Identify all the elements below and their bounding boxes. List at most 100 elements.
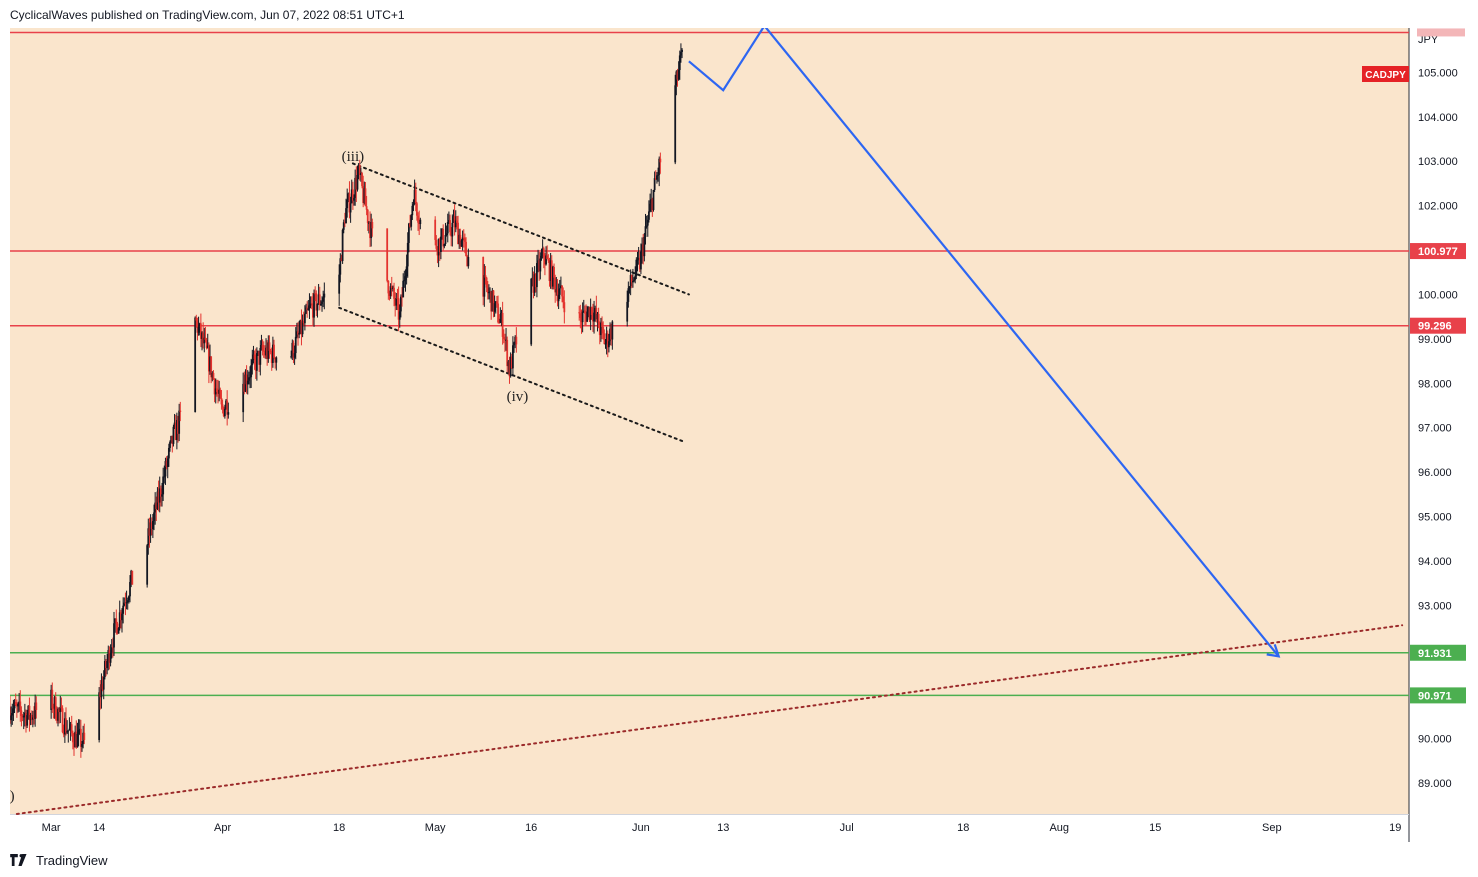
candle-body bbox=[417, 215, 419, 223]
price-tick-label: 98.000 bbox=[1418, 378, 1452, 390]
price-tick-label: 97.000 bbox=[1418, 423, 1452, 435]
price-tick-label: 105.000 bbox=[1418, 67, 1458, 79]
candle-body bbox=[147, 528, 150, 546]
candle-body bbox=[677, 69, 680, 80]
price-tick-label: 102.000 bbox=[1418, 201, 1458, 213]
candle-body bbox=[348, 193, 351, 213]
candle-body bbox=[129, 581, 131, 597]
candle-body bbox=[257, 351, 259, 354]
candle-body bbox=[371, 222, 374, 229]
candle-body bbox=[642, 244, 645, 257]
candle-body bbox=[103, 661, 106, 678]
price-tick-label: 94.000 bbox=[1418, 556, 1452, 568]
candle-body bbox=[449, 220, 451, 233]
candle-body bbox=[594, 308, 597, 313]
candle-body bbox=[305, 307, 307, 314]
level-price-badge bbox=[1410, 687, 1466, 704]
candle-body bbox=[363, 188, 366, 203]
candle-body bbox=[355, 177, 358, 190]
candle-body bbox=[102, 677, 105, 690]
candle-body bbox=[195, 317, 198, 321]
candle-body bbox=[310, 303, 313, 305]
candle-body bbox=[406, 242, 409, 267]
candle-body bbox=[603, 333, 606, 345]
candle-body bbox=[206, 345, 209, 348]
candle-body bbox=[542, 248, 545, 258]
projection-path bbox=[688, 23, 1280, 658]
candle-body bbox=[311, 303, 314, 318]
candle-body bbox=[547, 259, 550, 261]
candle-body bbox=[650, 199, 653, 204]
candle-body bbox=[598, 327, 601, 336]
candle-body bbox=[83, 732, 86, 740]
chart-area[interactable]: (v)(iii)(iv)i) JPY89.00090.00091.00092.0… bbox=[5, 12, 1468, 842]
candle-body bbox=[321, 301, 323, 304]
candle-body bbox=[27, 705, 30, 716]
candle-body bbox=[561, 285, 563, 297]
wave-label: (iii) bbox=[342, 149, 365, 165]
price-tick-label: 89.000 bbox=[1418, 778, 1452, 790]
candle-body bbox=[498, 322, 501, 324]
candle-body bbox=[645, 225, 648, 227]
price-tick-label: 95.000 bbox=[1418, 511, 1452, 523]
candle-body bbox=[116, 623, 119, 634]
candle-body bbox=[510, 356, 513, 369]
candle-body bbox=[534, 274, 537, 288]
candle-body bbox=[579, 313, 582, 318]
candle-body bbox=[21, 715, 24, 718]
candle-body bbox=[346, 199, 349, 209]
candle-body bbox=[630, 275, 633, 283]
level-price-label: 99.296 bbox=[1418, 321, 1452, 333]
candle-body bbox=[52, 708, 55, 710]
level-price-badge bbox=[1410, 243, 1466, 260]
candle-body bbox=[249, 377, 251, 379]
candle-body bbox=[585, 313, 587, 322]
candle-body bbox=[179, 410, 182, 413]
candle-body bbox=[582, 310, 585, 312]
candle-body bbox=[131, 570, 134, 585]
candle-body bbox=[302, 321, 305, 324]
candle-body bbox=[556, 289, 559, 302]
candle-body bbox=[509, 356, 512, 377]
candle-body bbox=[586, 311, 589, 322]
candle-body bbox=[440, 236, 442, 252]
candle-body bbox=[60, 706, 63, 709]
dotted-trendline bbox=[15, 624, 1404, 815]
candle-body bbox=[342, 222, 345, 230]
candle-body bbox=[117, 628, 120, 634]
candle-body bbox=[489, 291, 491, 293]
candle-body bbox=[592, 314, 594, 322]
candle-body bbox=[33, 717, 35, 719]
candle-body bbox=[448, 220, 450, 223]
candle-body bbox=[205, 339, 208, 348]
candle-body bbox=[69, 724, 72, 729]
candle-body bbox=[227, 412, 230, 415]
candle-body bbox=[397, 298, 400, 320]
candle-body bbox=[18, 701, 21, 704]
candle-body bbox=[483, 275, 486, 297]
candle-body bbox=[318, 294, 321, 306]
candle-body bbox=[580, 317, 583, 323]
candle-body bbox=[25, 712, 27, 726]
time-tick-label: Mar bbox=[42, 822, 61, 834]
candle-body bbox=[261, 344, 264, 351]
candle-body bbox=[398, 311, 401, 320]
candle-body bbox=[293, 353, 296, 358]
candle-body bbox=[50, 689, 53, 710]
candle-body bbox=[15, 705, 18, 707]
candle-body bbox=[54, 697, 57, 719]
candle-body bbox=[395, 298, 398, 306]
candle-body bbox=[314, 293, 317, 295]
candle-body bbox=[271, 344, 274, 363]
candle-body bbox=[218, 389, 221, 394]
candle-body bbox=[301, 321, 304, 335]
candle-body bbox=[167, 447, 170, 459]
candle-body bbox=[435, 239, 438, 249]
price-chart[interactable]: (v)(iii)(iv)i) JPY89.00090.00091.00092.0… bbox=[5, 12, 1468, 842]
candle-body bbox=[19, 701, 22, 711]
candle-body bbox=[608, 341, 610, 348]
candle-body bbox=[268, 342, 271, 351]
candle-body bbox=[553, 267, 555, 278]
candle-body bbox=[178, 410, 181, 434]
candle-body bbox=[194, 317, 197, 413]
